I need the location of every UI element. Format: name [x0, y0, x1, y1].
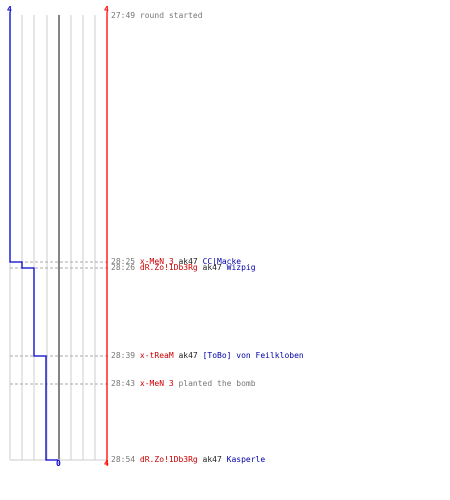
event-time: 28:54	[111, 455, 136, 464]
event-time: 28:43	[111, 379, 136, 388]
top-left-count: 4	[7, 5, 12, 14]
weapon-name: ak47	[178, 257, 198, 266]
attacker-name: x-tReaM	[139, 351, 174, 360]
bottom-right-count: 4	[104, 459, 109, 468]
attacker-name: x-MeN 3	[139, 257, 174, 266]
victim-name: Kasperle	[226, 455, 266, 464]
bottom-center-count: 0	[56, 459, 61, 468]
event-row: 28:25 x-MeN 3 ak47 CC|Macke	[111, 256, 241, 267]
event-time: 28:25	[111, 257, 136, 266]
attacker-name: dR.Zo!1Db3Rg	[139, 263, 198, 272]
event-row: 28:26 dR.Zo!1Db3Rg ak47 Wizpig	[111, 262, 256, 273]
event-row: 28:43 x-MeN 3 planted the bomb	[111, 378, 256, 389]
victim-name: CC|Macke	[202, 257, 242, 266]
attacker-name: x-MeN 3	[139, 379, 174, 388]
weapon-name: ak47	[178, 351, 198, 360]
event-row: 27:49 round started	[111, 10, 203, 21]
event-time: 28:26	[111, 263, 136, 272]
event-text: round started	[139, 11, 203, 20]
event-time: 28:39	[111, 351, 136, 360]
event-row: 28:54 dR.Zo!1Db3Rg ak47 Kasperle	[111, 454, 265, 465]
event-time: 27:49	[111, 11, 136, 20]
graph-grid	[9, 15, 108, 461]
attacker-name: dR.Zo!1Db3Rg	[139, 455, 198, 464]
top-right-count: 4	[104, 5, 109, 14]
weapon-name: ak47	[202, 263, 222, 272]
blue-team-line	[9, 12, 58, 461]
event-text: planted the bomb	[178, 379, 256, 388]
victim-name: [ToBo] von Feilkloben	[202, 351, 304, 360]
event-row: 28:39 x-tReaM ak47 [ToBo] von Feilkloben	[111, 350, 304, 361]
weapon-name: ak47	[202, 455, 222, 464]
graph-lines	[9, 12, 108, 465]
victim-name: Wizpig	[226, 263, 256, 272]
